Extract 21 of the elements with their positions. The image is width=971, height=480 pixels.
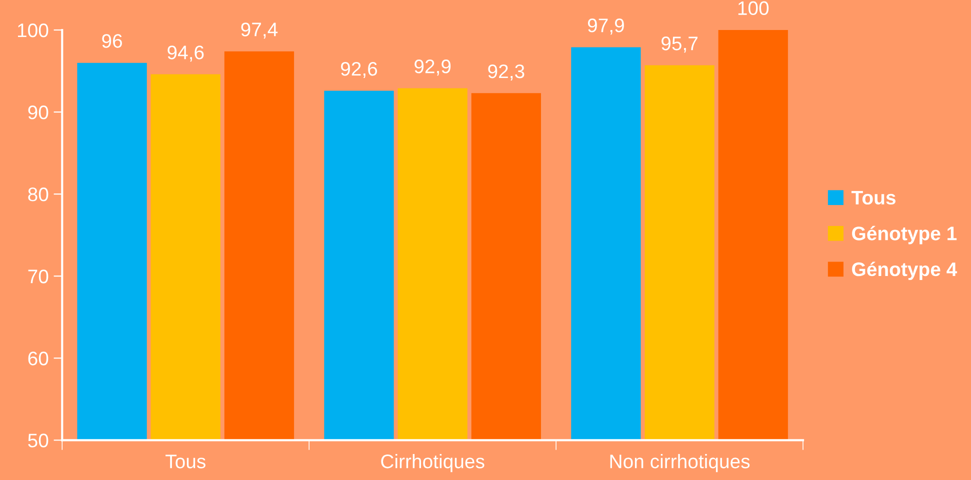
data-label: 97,9	[588, 18, 624, 35]
data-label: 100	[738, 1, 769, 16]
legend-label: Tous	[851, 190, 896, 205]
x-tick-label: Non cirrhotiques	[610, 454, 750, 472]
data-label: 96	[102, 34, 122, 48]
data-label: 92,9	[414, 60, 451, 76]
y-tick-label: 100	[18, 23, 48, 38]
y-tick-label: 60	[28, 352, 48, 366]
data-label: 92,6	[340, 62, 378, 78]
x-tick-label: Cirrhotiques	[381, 454, 484, 472]
x-tick-label: Tous	[166, 454, 206, 468]
y-tick-label: 70	[28, 270, 48, 284]
y-tick-label: 90	[28, 106, 48, 120]
legend-label: Génotype 4	[852, 262, 958, 280]
data-label: 97,4	[241, 22, 278, 39]
y-tick-label: 50	[28, 434, 48, 448]
data-label: 94,6	[168, 46, 204, 62]
y-tick-label: 80	[28, 188, 48, 202]
data-label: 95,7	[662, 36, 698, 53]
data-label: 92,3	[488, 64, 524, 81]
legend-label: Génotype 1	[852, 226, 957, 244]
